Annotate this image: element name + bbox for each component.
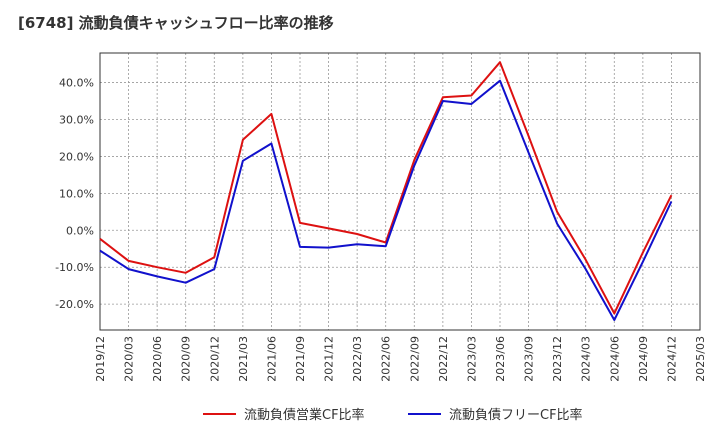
x-tick-label: 2019/12 bbox=[94, 336, 107, 382]
x-tick-label: 2022/12 bbox=[437, 336, 450, 382]
y-tick-label: 40.0% bbox=[59, 77, 94, 90]
x-tick-label: 2023/06 bbox=[494, 336, 507, 382]
x-tick-label: 2020/09 bbox=[180, 336, 193, 382]
x-tick-label: 2025/03 bbox=[694, 336, 707, 382]
y-tick-label: -20.0% bbox=[55, 298, 94, 311]
x-tick-label: 2024/09 bbox=[637, 336, 650, 382]
x-tick-label: 2021/03 bbox=[237, 336, 250, 382]
x-tick-label: 2022/06 bbox=[380, 336, 393, 382]
x-tick-label: 2020/12 bbox=[208, 336, 221, 382]
x-tick-label: 2020/06 bbox=[151, 336, 164, 382]
series-line-1 bbox=[99, 61, 673, 315]
x-tick-label: 2023/09 bbox=[523, 336, 536, 382]
y-tick-label: 10.0% bbox=[59, 187, 94, 200]
legend-label-1: 流動負債営業CF比率 bbox=[244, 407, 365, 423]
x-tick-label: 2021/06 bbox=[265, 336, 278, 382]
plot-frame bbox=[99, 52, 701, 331]
y-tick-label: 30.0% bbox=[59, 113, 94, 126]
y-tick-label: -10.0% bbox=[55, 261, 94, 274]
x-tick-label: 2024/06 bbox=[608, 336, 621, 382]
x-tick-label: 2023/03 bbox=[465, 336, 478, 382]
y-tick-label: 20.0% bbox=[59, 150, 94, 163]
x-tick-label: 2021/12 bbox=[323, 336, 336, 382]
legend-label-2: 流動負債フリーCF比率 bbox=[449, 407, 583, 423]
x-tick-label: 2020/03 bbox=[123, 336, 136, 382]
x-tick-label: 2024/12 bbox=[665, 336, 678, 382]
series-line-2 bbox=[99, 79, 673, 321]
y-tick-label: 0.0% bbox=[66, 224, 94, 237]
x-tick-label: 2021/09 bbox=[294, 336, 307, 382]
x-tick-label: 2022/03 bbox=[351, 336, 364, 382]
x-tick-label: 2022/09 bbox=[408, 336, 421, 382]
x-tick-label: 2023/12 bbox=[551, 336, 564, 382]
chart-title: [6748] 流動負債キャッシュフロー比率の推移 bbox=[18, 14, 334, 32]
x-tick-label: 2024/03 bbox=[580, 336, 593, 382]
